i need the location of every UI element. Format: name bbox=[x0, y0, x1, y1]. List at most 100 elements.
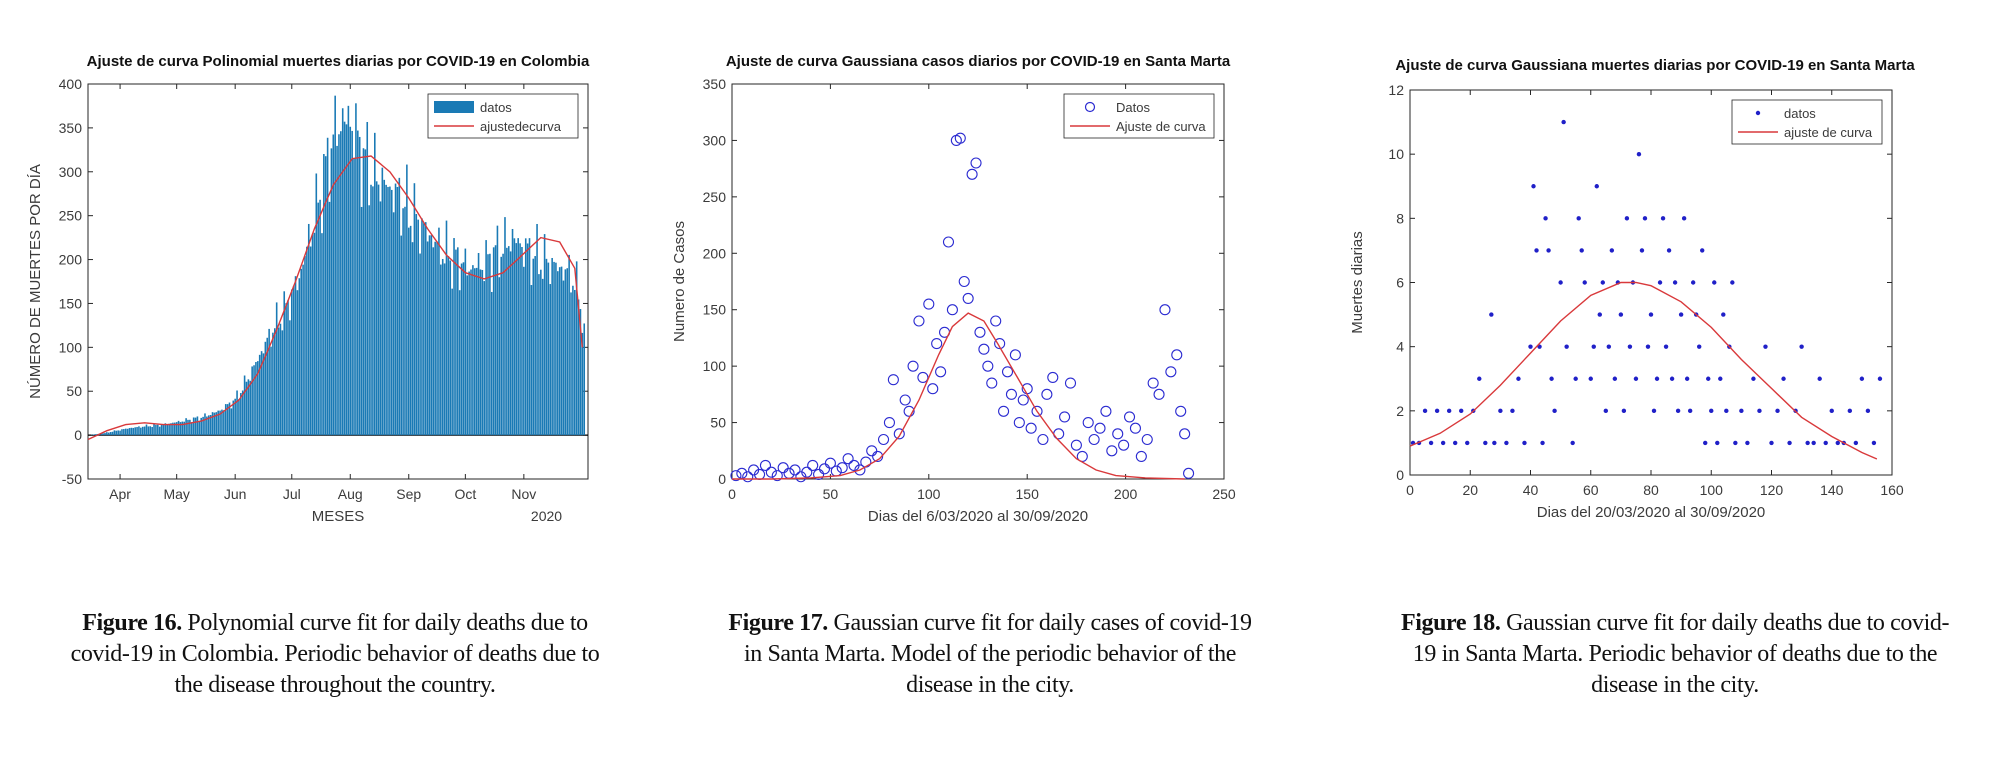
data-point bbox=[903, 405, 915, 417]
data-point bbox=[1082, 417, 1094, 429]
data-bar bbox=[130, 427, 133, 436]
data-point bbox=[1549, 376, 1554, 381]
data-point bbox=[913, 315, 925, 327]
data-bar bbox=[415, 214, 418, 436]
data-point bbox=[917, 371, 929, 383]
data-bar bbox=[147, 426, 150, 436]
data-bar bbox=[434, 241, 436, 436]
data-bar bbox=[532, 258, 535, 436]
y-tick-label: 50 bbox=[66, 383, 82, 399]
data-bar bbox=[206, 416, 208, 436]
data-bar bbox=[424, 222, 427, 436]
data-point bbox=[1183, 467, 1195, 479]
data-point bbox=[1179, 428, 1191, 440]
data-bar bbox=[477, 253, 480, 436]
data-bar bbox=[460, 263, 463, 436]
data-bar bbox=[281, 330, 284, 436]
data-bar bbox=[417, 219, 419, 436]
data-point bbox=[1428, 440, 1434, 446]
data-point bbox=[1621, 408, 1627, 414]
figure-17-caption: Figure 17. Gaussian curve fit for daily … bbox=[720, 608, 1260, 701]
x-tick-label: 60 bbox=[1583, 482, 1599, 498]
data-point bbox=[1025, 422, 1037, 434]
data-point bbox=[1175, 405, 1187, 417]
data-point bbox=[1700, 248, 1705, 253]
figure-18-caption: Figure 18. Gaussian curve fit for daily … bbox=[1400, 608, 1950, 701]
data-bar bbox=[196, 416, 199, 436]
y-tick-label: 200 bbox=[59, 252, 83, 268]
data-point bbox=[1037, 433, 1049, 446]
data-bar bbox=[396, 186, 399, 436]
data-bar bbox=[519, 243, 521, 436]
data-point bbox=[765, 466, 777, 478]
data-bar bbox=[334, 95, 336, 436]
data-point bbox=[962, 292, 974, 304]
data-point bbox=[1684, 376, 1690, 381]
data-point bbox=[1654, 376, 1660, 381]
data-bar bbox=[383, 179, 386, 436]
data-point bbox=[1534, 248, 1539, 253]
data-bar bbox=[241, 390, 244, 436]
data-bar bbox=[275, 302, 278, 436]
data-bar bbox=[402, 208, 404, 436]
plot-area bbox=[731, 83, 1225, 480]
data-bar bbox=[321, 233, 323, 436]
data-bar bbox=[440, 264, 442, 436]
data-bar bbox=[560, 266, 563, 436]
data-point bbox=[1070, 439, 1082, 451]
data-bar bbox=[407, 227, 410, 436]
y-tick-label: 350 bbox=[59, 120, 83, 136]
data-bar bbox=[455, 249, 457, 436]
data-bar bbox=[357, 130, 359, 436]
data-point bbox=[742, 471, 754, 483]
data-point bbox=[1724, 408, 1729, 414]
data-bar bbox=[277, 327, 280, 436]
data-bar bbox=[421, 218, 423, 436]
data-bar bbox=[157, 424, 159, 436]
legend-box bbox=[1731, 99, 1883, 145]
legend-bar-swatch bbox=[434, 101, 474, 113]
data-bar bbox=[236, 390, 238, 436]
data-bar bbox=[372, 186, 374, 436]
data-bar bbox=[324, 156, 327, 436]
data-point bbox=[1600, 280, 1605, 285]
data-bar bbox=[579, 309, 582, 436]
data-bar bbox=[557, 271, 559, 436]
data-bar bbox=[211, 412, 214, 436]
data-bar bbox=[549, 284, 552, 436]
data-bar bbox=[292, 285, 295, 436]
data-bar bbox=[264, 341, 267, 436]
data-point bbox=[927, 383, 939, 395]
data-bar bbox=[202, 416, 204, 436]
data-point bbox=[1745, 440, 1750, 446]
figure-16-text: Polynomial curve fit for daily deaths du… bbox=[70, 610, 600, 698]
data-point bbox=[1001, 366, 1014, 378]
legend-label: Ajuste de curva bbox=[1116, 119, 1206, 134]
data-point bbox=[958, 275, 970, 288]
data-bar bbox=[551, 257, 553, 436]
data-point bbox=[1059, 411, 1071, 423]
plot-area bbox=[1409, 89, 1893, 476]
x-tick-label: Aug bbox=[338, 486, 363, 502]
data-bar bbox=[102, 433, 104, 436]
year-label: 2020 bbox=[531, 508, 562, 524]
data-point bbox=[1633, 376, 1639, 381]
y-tick-label: 6 bbox=[1396, 275, 1404, 291]
data-bar bbox=[513, 238, 516, 436]
data-bar bbox=[423, 223, 425, 436]
data-bar bbox=[194, 417, 197, 436]
y-tick-label: 100 bbox=[59, 339, 83, 355]
data-point bbox=[1618, 312, 1624, 317]
data-point bbox=[1489, 312, 1494, 317]
data-point bbox=[954, 132, 966, 144]
data-bar bbox=[521, 246, 523, 436]
chart-title: Ajuste de curva Gaussiana muertes diaria… bbox=[1395, 57, 1915, 74]
data-bar bbox=[123, 429, 125, 436]
data-bar bbox=[111, 431, 114, 436]
data-bar bbox=[381, 167, 384, 436]
data-bar bbox=[300, 268, 302, 436]
figure-18-text: Gaussian curve fit for daily deaths due … bbox=[1412, 610, 1950, 698]
data-point bbox=[1594, 184, 1599, 189]
data-point bbox=[1624, 216, 1630, 221]
data-bar bbox=[117, 430, 119, 436]
